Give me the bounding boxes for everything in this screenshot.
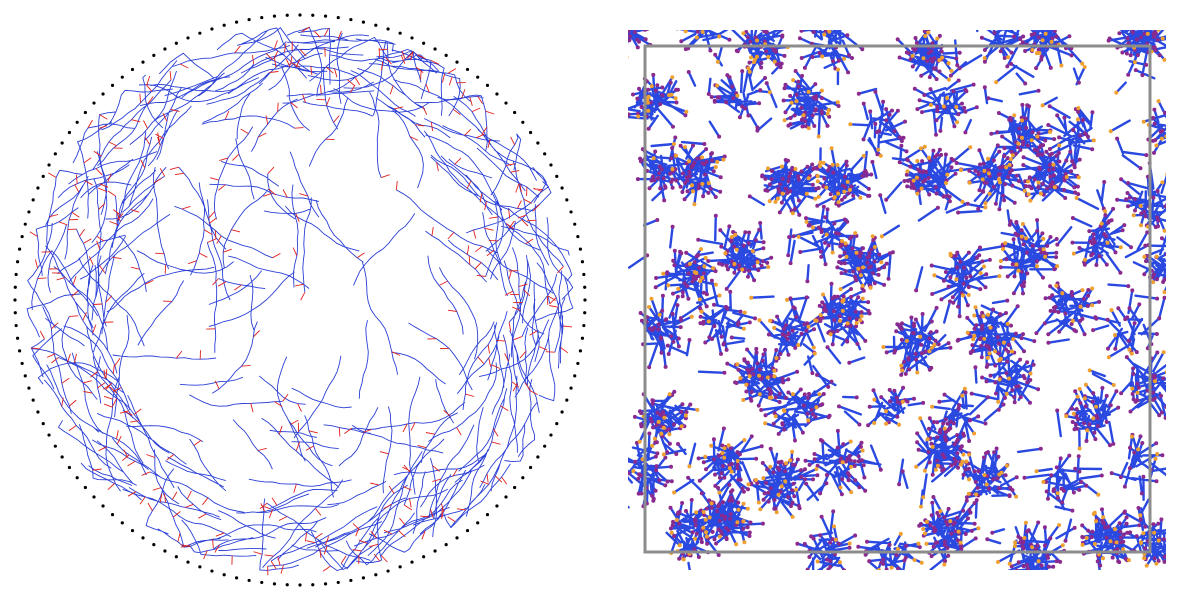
- crosslinks: [29, 26, 573, 576]
- circular-confinement: [13, 13, 587, 587]
- rods: [628, 30, 1166, 570]
- box-frame: [643, 44, 1152, 554]
- periodic-box: [628, 30, 1166, 570]
